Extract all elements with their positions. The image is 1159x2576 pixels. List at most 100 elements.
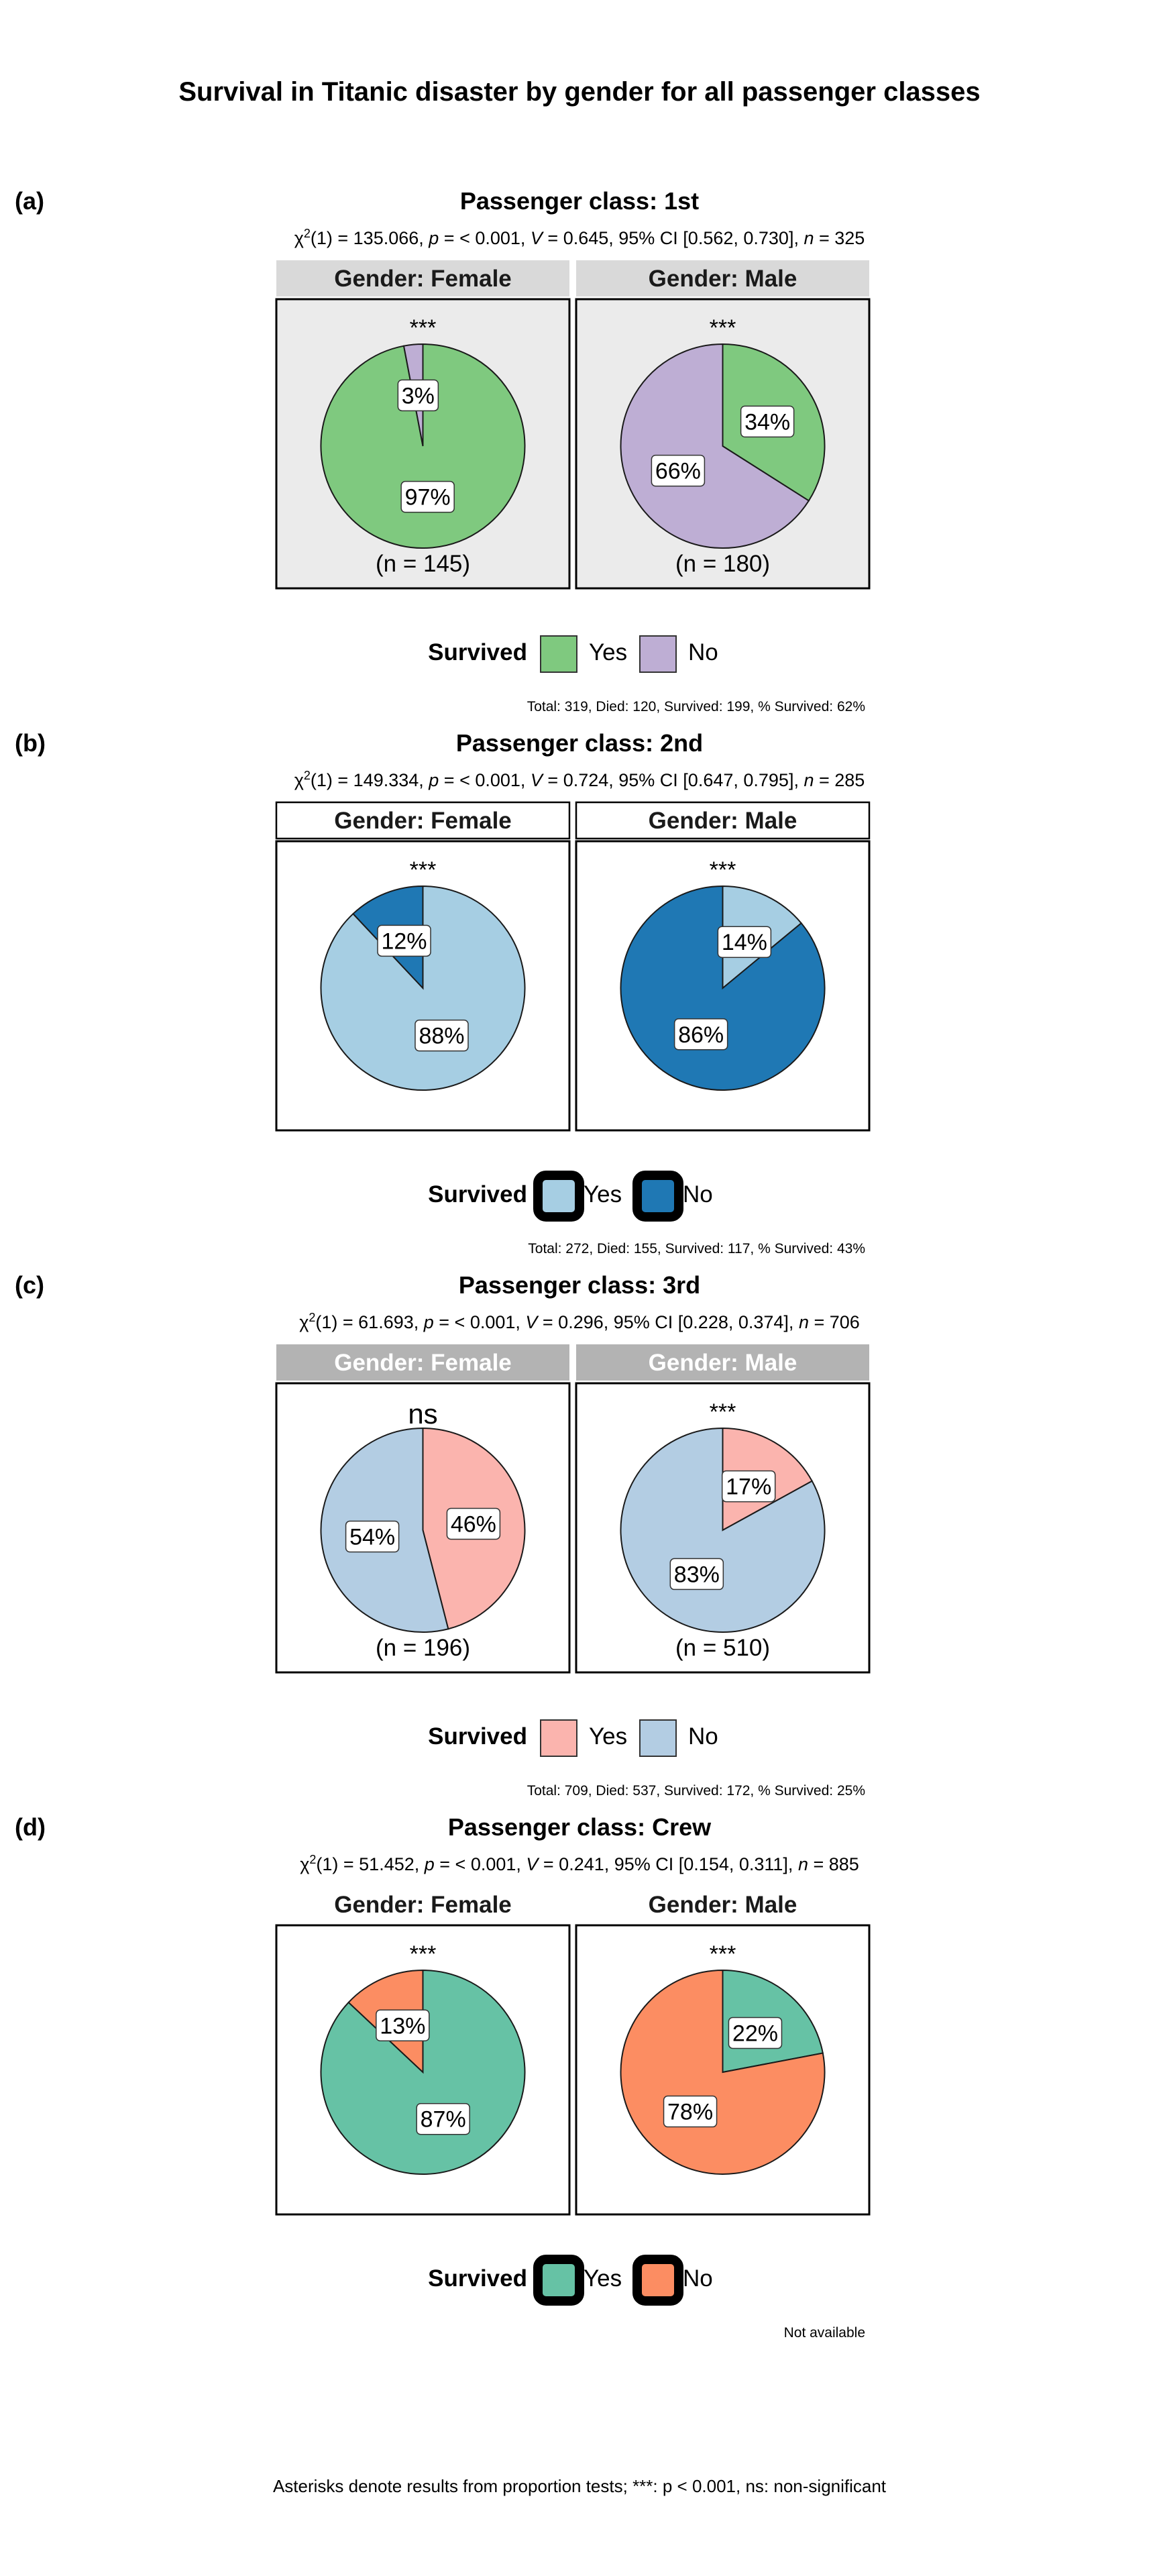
- stats-part: V: [525, 1312, 539, 1332]
- legend-label-yes: Yes: [589, 1723, 627, 1750]
- panel-caption: Total: 709, Died: 537, Survived: 172, % …: [527, 1783, 865, 1799]
- pie-slice-label-no: 86%: [678, 1022, 724, 1048]
- legend: Survived Yes No: [428, 1719, 718, 1757]
- pie-slice-label-yes-box: [446, 1507, 501, 1540]
- significance-label: ***: [410, 857, 437, 883]
- stats-part: 2: [309, 1311, 315, 1324]
- pie-slice-label-yes: 87%: [421, 2107, 466, 2133]
- legend-title: Survived: [428, 1181, 527, 1208]
- legend-label-yes: Yes: [589, 639, 627, 665]
- legend: Survived Yes No: [428, 2255, 713, 2306]
- stats-part: V: [531, 228, 545, 248]
- stats-part: (1) = 51.452,: [316, 1854, 424, 1874]
- pie-slice-label-no-group: 83%: [669, 1558, 724, 1591]
- pie-slice-label-no-box: [376, 2009, 430, 2042]
- pie-slice-label-yes: 22%: [732, 2021, 778, 2046]
- pie-slice-label-no: 3%: [402, 383, 435, 409]
- sample-size-label: (n = 145): [376, 551, 470, 577]
- stats-part: = 885: [808, 1854, 859, 1874]
- subplot-title: Passenger class: 2nd: [456, 729, 703, 757]
- stats-part: V: [531, 770, 545, 790]
- stats-part: = < 0.001,: [435, 1854, 527, 1874]
- pie-slice-label-no-group: 3%: [397, 379, 439, 412]
- stats-part: = < 0.001,: [439, 770, 531, 790]
- panel-tag: (c): [15, 1271, 44, 1299]
- facet-male: Gender: Male *** 34% 66% (n = 180): [575, 260, 871, 590]
- pie-slice-label-yes-group: 88%: [415, 1019, 469, 1052]
- stats-part: = < 0.001,: [434, 1312, 526, 1332]
- chart-panel-d: (d) Passenger class: Crew χ2(1) = 51.452, …: [15, 1813, 871, 2341]
- pie-slice-yes: [320, 885, 526, 1091]
- facet-label: Gender: Female: [334, 1350, 512, 1376]
- pie-slice-label-no: 78%: [667, 2100, 713, 2125]
- facet-strip: [576, 260, 869, 297]
- pie-slice-label-yes-group: 34%: [740, 405, 795, 438]
- panel-caption: Total: 272, Died: 155, Survived: 117, % …: [528, 1241, 865, 1256]
- stats-part: χ: [294, 770, 304, 790]
- significance-label: ***: [710, 1941, 736, 1967]
- stats-part: n: [798, 1854, 808, 1874]
- pie-slice-label-no-group: 12%: [377, 924, 431, 957]
- pie-slice-label-no-group: 66%: [651, 454, 706, 487]
- pie-slice-label-yes: 34%: [744, 409, 790, 435]
- legend-key-no: [639, 1719, 677, 1757]
- facet-female: Gender: Female *** 97% 3% (n = 145): [275, 260, 571, 590]
- pie-slice-label-no-box: [397, 379, 439, 412]
- stats-subtitle: χ2(1) = 51.452, p = < 0.001, V = 0.241, …: [300, 1853, 859, 1874]
- stats-part: χ: [294, 228, 304, 248]
- facet-label: Gender: Male: [649, 1350, 797, 1376]
- pie-slice-label-yes: 97%: [405, 485, 451, 511]
- stats-part: p: [428, 770, 439, 790]
- panel-caption: Not available: [784, 2325, 865, 2341]
- facet-female: Gender: Female *** 88% 12%: [275, 801, 571, 1132]
- pie-slice-label-yes-group: 14%: [717, 926, 772, 958]
- legend-key-yes: [533, 1171, 584, 1222]
- pie-slice-label-no: 13%: [380, 2013, 425, 2039]
- pie-slice-label-no-group: 78%: [663, 2095, 718, 2128]
- stats-part: = 706: [809, 1312, 860, 1332]
- stats-part: n: [804, 228, 814, 248]
- pie-slice-label-no-group: 54%: [345, 1520, 400, 1553]
- stats-part: = 0.645, 95% CI [0.562, 0.730],: [543, 228, 804, 248]
- facet-label: Gender: Male: [649, 1892, 797, 1918]
- panel-tag: (b): [15, 729, 46, 757]
- figure-title: Survival in Titanic disaster by gender f…: [178, 77, 980, 107]
- legend-label-no: No: [688, 639, 718, 665]
- stats-part: = < 0.001,: [439, 228, 531, 248]
- facet-label: Gender: Female: [334, 1892, 512, 1918]
- pie-slice-label-yes-box: [740, 405, 795, 438]
- pie-slice-label-yes-group: 46%: [446, 1507, 501, 1540]
- significance-label: ***: [410, 1941, 437, 1967]
- legend-label-no: No: [688, 1723, 718, 1750]
- legend-key-yes: [540, 1719, 577, 1757]
- pie-slice-label-no: 83%: [674, 1562, 720, 1587]
- legend-key-yes: [540, 635, 577, 673]
- stats-part: V: [526, 1854, 540, 1874]
- facet-label: Gender: Female: [334, 808, 512, 834]
- facet-label: Gender: Male: [649, 266, 797, 292]
- legend-title: Survived: [428, 1723, 527, 1750]
- facet-male: Gender: Male *** 17% 83% (n = 510): [575, 1344, 871, 1674]
- pie-slice-label-no-group: 86%: [673, 1018, 728, 1051]
- pie-slice-label-yes: 88%: [419, 1024, 464, 1049]
- facet-strip: [276, 260, 569, 297]
- pie-slice-label-no: 66%: [655, 459, 701, 484]
- pie-slice-label-yes-group: 17%: [721, 1470, 776, 1503]
- pie-slice-label-no-group: 13%: [376, 2009, 430, 2042]
- sample-size-label: (n = 510): [675, 1635, 770, 1661]
- significance-label: ***: [710, 857, 736, 883]
- pie-slice-label-yes: 46%: [451, 1511, 496, 1537]
- pie-slice-label-yes-group: 97%: [400, 480, 455, 513]
- facet-label: Gender: Male: [649, 808, 797, 834]
- chart-panel-b: (b) Passenger class: 2nd χ2(1) = 149.334, …: [15, 729, 871, 1256]
- legend: Survived Yes No: [428, 1171, 713, 1222]
- pie-slice-label-yes-group: 87%: [416, 2102, 470, 2135]
- pie-slice-label-no-box: [377, 924, 431, 957]
- legend-title: Survived: [428, 2265, 527, 2292]
- subplot-title: Passenger class: 3rd: [459, 1271, 700, 1299]
- panel-tag: (a): [15, 187, 44, 215]
- sample-size-label: (n = 180): [675, 551, 770, 577]
- legend-label-no: No: [683, 1181, 713, 1208]
- pie-slice-label-yes-box: [728, 2017, 783, 2049]
